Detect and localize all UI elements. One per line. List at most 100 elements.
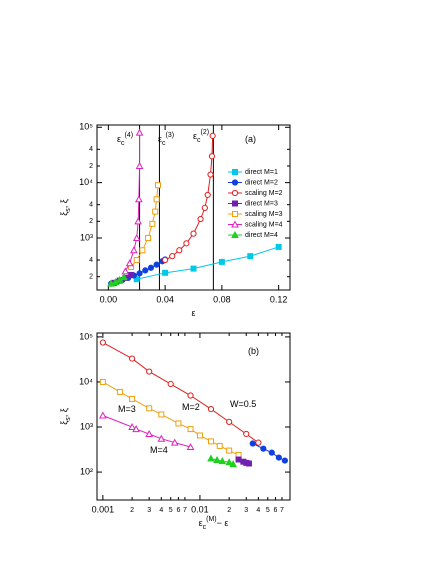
legend-marker xyxy=(231,179,239,186)
y-axis-label-tail: , ξ xyxy=(59,408,69,417)
annotation: εc(3) xyxy=(158,132,174,147)
data-point xyxy=(135,195,143,203)
data-point xyxy=(153,261,160,268)
data-point xyxy=(162,256,169,264)
data-point xyxy=(229,460,238,468)
data-point xyxy=(175,420,182,427)
annotation-main: (a) xyxy=(245,134,256,144)
data-point xyxy=(226,418,233,425)
y-tick-label: 2 xyxy=(89,163,93,170)
x-tick-label: 6 xyxy=(176,507,180,514)
y-axis-label-tail: , ξ xyxy=(59,199,69,208)
series-line xyxy=(102,342,259,444)
x-tick-label: 2 xyxy=(130,507,134,514)
data-point xyxy=(208,153,216,160)
y-tick-label: 2 xyxy=(89,218,93,225)
annotation: M=2 xyxy=(182,402,200,412)
y-tick-label: 10² xyxy=(80,466,93,476)
annotation-main: ε xyxy=(117,134,121,144)
data-point xyxy=(249,440,256,447)
annotation: M=4 xyxy=(150,445,168,455)
data-point xyxy=(120,273,128,281)
data-point xyxy=(149,220,156,227)
data-point xyxy=(281,457,288,464)
data-point xyxy=(145,235,152,242)
y-tick-label: 2 xyxy=(89,274,93,281)
x-axis-label-sup: (M) xyxy=(206,516,217,523)
data-point xyxy=(207,438,214,445)
annotation-sup: (3) xyxy=(166,132,175,139)
data-point xyxy=(176,247,183,254)
data-point xyxy=(139,247,146,254)
annotation-main: M=4 xyxy=(150,445,168,455)
data-point xyxy=(275,243,282,250)
data-point xyxy=(128,422,136,431)
data-point xyxy=(170,438,179,446)
annotation-sub: c xyxy=(162,140,166,147)
data-point xyxy=(196,432,203,439)
data-point xyxy=(99,339,106,346)
x-tick-label: 0.00 xyxy=(100,294,118,304)
x-tick-label: 5 xyxy=(169,507,173,514)
legend-marker xyxy=(231,220,239,228)
x-tick-label: 2 xyxy=(227,507,231,514)
y-axis-label-main: ξ xyxy=(59,421,69,425)
data-point xyxy=(145,429,154,437)
x-axis-label-main: ε xyxy=(199,518,203,528)
data-point xyxy=(135,128,144,136)
annotation: εc(2) xyxy=(193,129,209,144)
legend-label: direct M=4 xyxy=(245,232,278,239)
data-point xyxy=(132,233,141,242)
data-point xyxy=(183,240,190,247)
legend-label: direct M=1 xyxy=(245,169,278,176)
x-tick-label: 4 xyxy=(256,507,260,514)
annotation-main: ε xyxy=(193,131,197,141)
data-point xyxy=(133,257,140,264)
y-axis-label: ξs, ξ xyxy=(59,199,71,216)
data-point xyxy=(207,454,215,462)
series-line xyxy=(164,135,214,261)
annotation: (a) xyxy=(245,134,256,144)
annotation-sup: (2) xyxy=(201,129,210,136)
legend-label: direct M=2 xyxy=(245,179,278,186)
data-point xyxy=(99,378,106,385)
data-point xyxy=(243,430,250,438)
legend-marker xyxy=(231,189,239,197)
data-point xyxy=(255,439,262,446)
y-tick-label: 10⁵ xyxy=(79,331,93,341)
legend-marker xyxy=(232,169,238,175)
x-tick-label: 0.08 xyxy=(213,294,231,304)
data-point xyxy=(99,411,107,419)
data-point xyxy=(135,161,144,169)
data-point xyxy=(225,458,233,466)
data-point xyxy=(146,368,153,375)
data-point xyxy=(187,392,194,399)
data-point xyxy=(146,405,153,412)
legend-label: scaling M=2 xyxy=(245,190,283,197)
data-point xyxy=(197,215,204,223)
annotation-main: M=2 xyxy=(182,402,200,412)
annotation: εc(4) xyxy=(117,132,133,147)
data-point xyxy=(157,434,166,442)
y-tick-label: 4 xyxy=(89,257,93,264)
series-line xyxy=(102,415,191,448)
data-point xyxy=(204,191,211,199)
legend-marker xyxy=(232,211,238,217)
data-point xyxy=(235,456,242,463)
data-point xyxy=(125,259,134,267)
annotation-sub: c xyxy=(121,140,125,147)
data-point xyxy=(207,405,215,413)
y-axis-label-sub: s xyxy=(65,208,72,212)
x-tick-label: 3 xyxy=(147,507,151,514)
legend-label: scaling M=3 xyxy=(245,211,283,218)
x-axis-label-tail: − ε xyxy=(217,518,229,528)
data-point xyxy=(158,411,165,418)
annotation: W=0.5 xyxy=(230,399,256,409)
data-point xyxy=(162,269,169,276)
y-tick-label: 4 xyxy=(89,202,93,209)
data-point xyxy=(136,270,143,277)
y-tick-label: 10⁴ xyxy=(79,177,93,187)
data-point xyxy=(275,454,282,461)
